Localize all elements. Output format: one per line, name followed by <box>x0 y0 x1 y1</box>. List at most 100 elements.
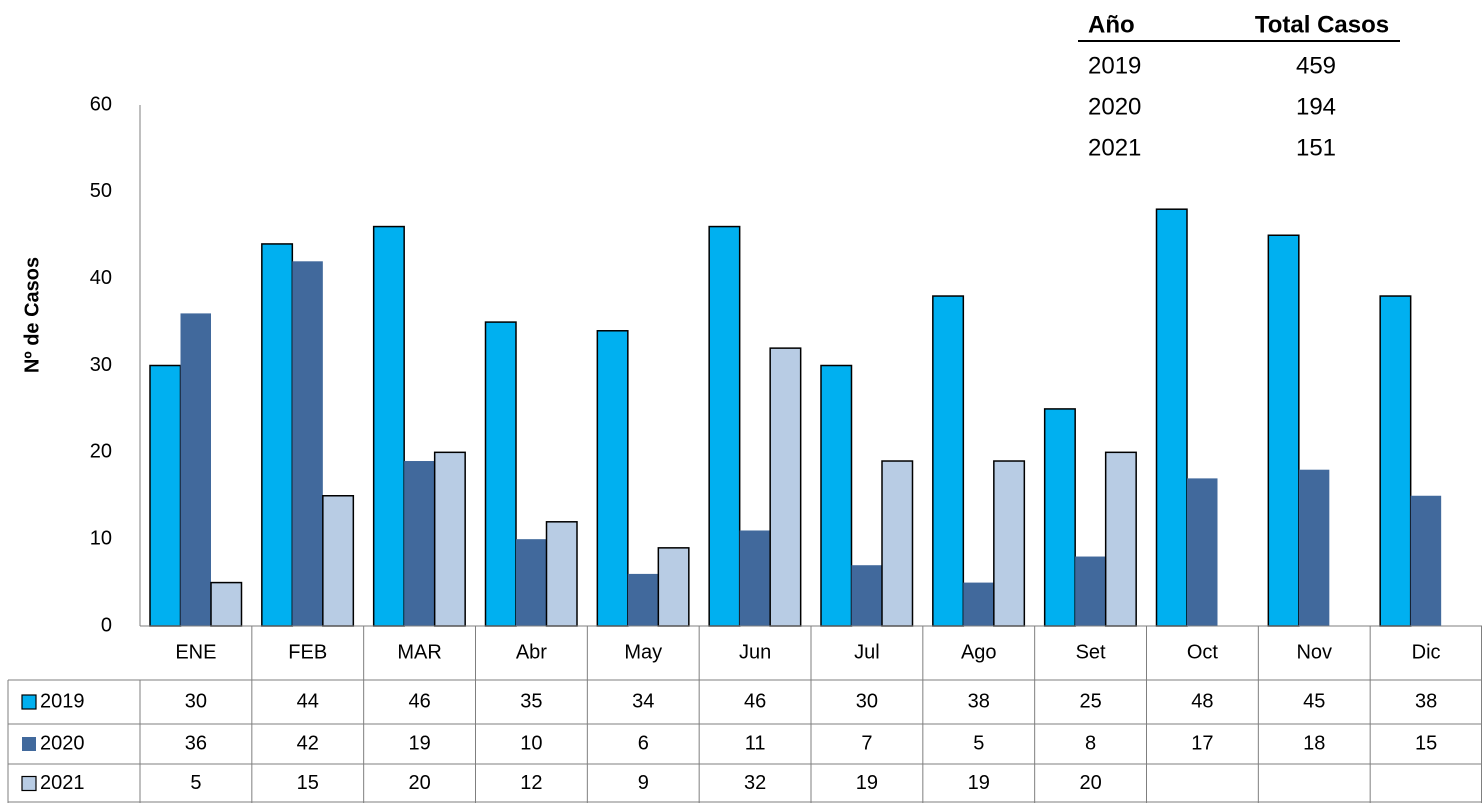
summary-header: Año <box>1088 11 1135 38</box>
bar <box>657 547 690 627</box>
legend-key <box>22 737 36 751</box>
table-value: 32 <box>744 772 766 794</box>
bar <box>708 225 741 627</box>
bar <box>627 573 659 626</box>
bar <box>1410 495 1442 626</box>
bar <box>516 539 547 626</box>
table-value: 5 <box>973 732 984 754</box>
bar <box>484 321 517 627</box>
table-value: 12 <box>520 772 542 794</box>
legend-label: 2021 <box>40 772 85 794</box>
summary-year: 2021 <box>1088 134 1141 161</box>
bar <box>210 581 243 627</box>
table-value: 17 <box>1191 732 1213 754</box>
y-tick-label: 40 <box>90 267 112 289</box>
bar <box>433 451 466 627</box>
bar <box>1267 234 1300 627</box>
y-tick-label: 10 <box>90 527 112 549</box>
bar <box>372 225 405 627</box>
x-tick-label: Jul <box>854 641 880 663</box>
summary-total: 194 <box>1296 93 1336 120</box>
table-value: 19 <box>408 732 430 754</box>
bar <box>545 521 578 627</box>
summary-total: 459 <box>1296 52 1336 79</box>
table-value: 7 <box>861 732 872 754</box>
table-value: 30 <box>185 690 207 712</box>
legend-key <box>21 775 37 792</box>
table-value: 15 <box>1415 732 1437 754</box>
bar <box>1155 208 1188 627</box>
bar <box>739 530 771 626</box>
y-tick-label: 0 <box>101 614 112 636</box>
table-value: 36 <box>185 732 207 754</box>
table-value: 9 <box>638 772 649 794</box>
table-value: 6 <box>638 732 649 754</box>
x-tick-label: Oct <box>1187 641 1219 663</box>
bar <box>1043 408 1076 627</box>
x-tick-label: Dic <box>1412 641 1441 663</box>
summary-header: Total Casos <box>1255 11 1389 38</box>
table-value: 48 <box>1191 690 1213 712</box>
bar <box>1298 469 1330 626</box>
bar <box>881 460 914 627</box>
x-tick-label: May <box>624 641 662 663</box>
legend-label: 2019 <box>40 690 85 712</box>
table-value: 19 <box>968 772 990 794</box>
table-value: 46 <box>744 690 766 712</box>
table-value: 38 <box>1415 690 1437 712</box>
x-tick-label: Set <box>1076 641 1106 663</box>
table-value: 15 <box>297 772 319 794</box>
bar <box>932 295 965 627</box>
table-value: 44 <box>297 690 319 712</box>
x-tick-label: Nov <box>1296 641 1332 663</box>
bar <box>1104 451 1137 627</box>
y-tick-label: 30 <box>90 354 112 376</box>
summary-year: 2020 <box>1088 93 1141 120</box>
y-tick-label: 50 <box>90 180 112 202</box>
bar <box>1075 556 1106 626</box>
table-value: 38 <box>968 690 990 712</box>
bar <box>993 460 1026 627</box>
bar <box>322 495 355 627</box>
x-tick-label: FEB <box>288 641 327 663</box>
table-value: 20 <box>1079 772 1101 794</box>
table-value: 42 <box>297 732 319 754</box>
table-value: 46 <box>408 690 430 712</box>
legend-key <box>21 694 37 710</box>
table-value: 18 <box>1303 732 1325 754</box>
bar <box>261 243 294 627</box>
summary-year: 2019 <box>1088 52 1141 79</box>
bar <box>180 313 211 626</box>
summary-total: 151 <box>1296 134 1336 161</box>
table-value: 11 <box>745 732 766 754</box>
bar <box>149 364 182 627</box>
table-value: 10 <box>520 732 542 754</box>
y-tick-label: 20 <box>90 441 112 463</box>
x-tick-label: Abr <box>516 641 547 663</box>
x-tick-label: MAR <box>397 641 441 663</box>
y-tick-label: 60 <box>90 93 112 115</box>
bar <box>1187 478 1218 626</box>
bar <box>963 582 994 626</box>
bar <box>292 261 323 626</box>
table-value: 34 <box>632 690 654 712</box>
bar <box>769 347 802 627</box>
bar <box>404 461 435 626</box>
bar <box>596 330 629 627</box>
table-value: 20 <box>408 772 430 794</box>
table-value: 30 <box>856 690 878 712</box>
table-value: 5 <box>190 772 201 794</box>
bar <box>851 565 882 626</box>
x-tick-label: Ago <box>961 641 997 663</box>
bar <box>820 364 853 627</box>
table-value: 8 <box>1085 732 1096 754</box>
y-axis-label: Nº de Casos <box>21 257 43 373</box>
table-value: 45 <box>1303 690 1325 712</box>
table-value: 35 <box>520 690 542 712</box>
bar <box>1379 295 1412 627</box>
table-value: 19 <box>856 772 878 794</box>
x-tick-label: ENE <box>175 641 216 663</box>
x-tick-label: Jun <box>739 641 771 663</box>
table-value: 25 <box>1079 690 1101 712</box>
